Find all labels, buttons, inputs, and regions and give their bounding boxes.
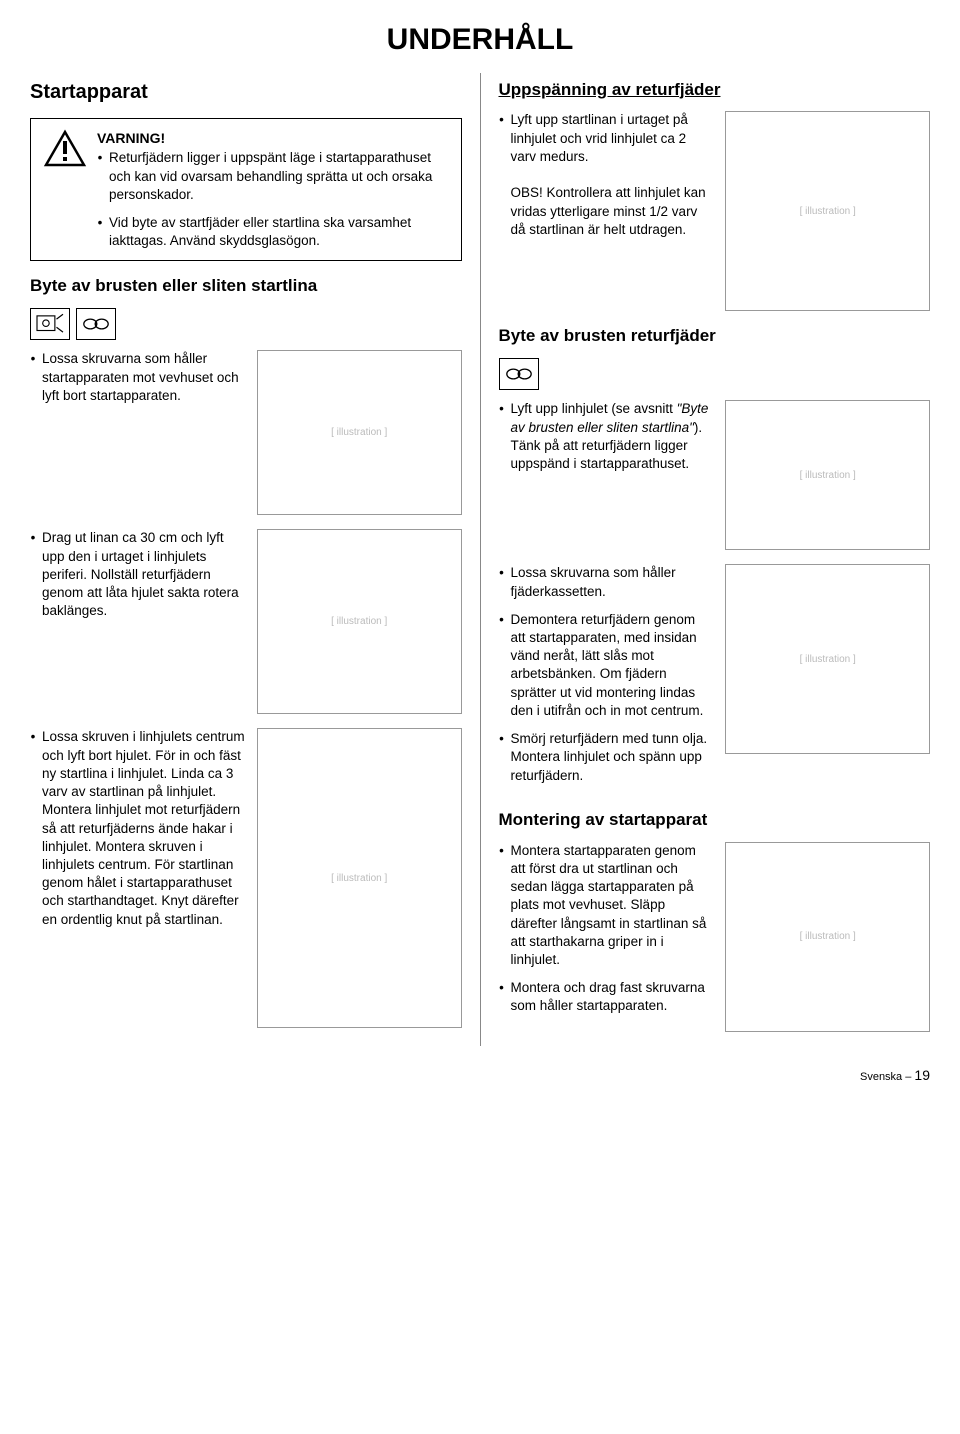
warning-box: VARNING! • Returfjädern ligger i uppspän…	[30, 118, 462, 262]
right-bullet-4: • Smörj returfjädern med tunn olja. Mont…	[499, 730, 714, 785]
heading-uppspanning: Uppspänning av returfjäder	[499, 79, 931, 102]
unplug-icon	[30, 308, 70, 340]
mount-bullet-2: • Montera och drag fast skruvarna som hå…	[499, 979, 714, 1015]
page-title: UNDERHÅLL	[30, 20, 930, 61]
mount-bullet-1: • Montera startapparaten genom att först…	[499, 842, 714, 970]
right-column: Uppspänning av returfjäder • Lyft upp st…	[499, 73, 931, 1046]
left-bullet-3: • Lossa skruven i linhjulets centrum och…	[30, 728, 245, 928]
subheading-montering: Montering av startapparat	[499, 809, 931, 832]
safety-icon-strip	[30, 308, 462, 340]
figure-lift-linhjul: [ illustration ]	[725, 400, 930, 550]
right-bullet-3: • Demontera returfjädern genom att start…	[499, 611, 714, 720]
warning-bullet-2: • Vid byte av startfjäder eller startlin…	[97, 214, 449, 250]
figure-tension-spring: [ illustration ]	[725, 111, 930, 311]
safety-icon-strip-2	[499, 358, 931, 390]
page-footer: Svenska – 19	[30, 1066, 930, 1085]
subheading-byte-startlina: Byte av brusten eller sliten startlina	[30, 275, 462, 298]
subheading-byte-returfjader: Byte av brusten returfjäder	[499, 325, 931, 348]
left-bullet-2: • Drag ut linan ca 30 cm och lyft upp de…	[30, 529, 245, 620]
left-column: Startapparat VARNING! • Returfjädern lig…	[30, 73, 462, 1046]
warning-title: VARNING!	[97, 129, 449, 148]
right-bullet-1: • Lyft upp linhjulet (se avsnitt "Byte a…	[499, 400, 714, 473]
right-top-bullet: • Lyft upp startlinan i urtaget på linhj…	[499, 111, 714, 239]
right-bullet-2: • Lossa skruvarna som håller fjäderkasse…	[499, 564, 714, 600]
column-separator	[480, 73, 481, 1046]
warning-bullet-1: • Returfjädern ligger i uppspänt läge i …	[97, 149, 449, 204]
figure-mount-startapparat: [ illustration ]	[725, 842, 930, 1032]
warning-icon	[43, 129, 87, 169]
figure-line-pull: [ illustration ]	[257, 529, 462, 714]
goggles-icon	[76, 308, 116, 340]
figure-line-replace: [ illustration ]	[257, 728, 462, 1028]
figure-startapparat-remove: [ illustration ]	[257, 350, 462, 515]
left-bullet-1: • Lossa skruvarna som håller startappara…	[30, 350, 245, 405]
goggles-icon	[499, 358, 539, 390]
heading-startapparat: Startapparat	[30, 79, 462, 106]
figure-spring-cassette: [ illustration ]	[725, 564, 930, 754]
